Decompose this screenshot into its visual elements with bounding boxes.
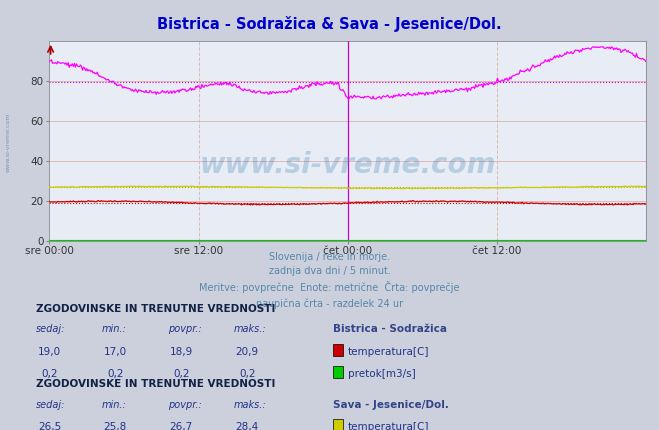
Text: temperatura[C]: temperatura[C] bbox=[348, 422, 430, 430]
Text: min.:: min.: bbox=[102, 324, 127, 335]
Text: 18,9: 18,9 bbox=[169, 347, 193, 357]
Text: 0,2: 0,2 bbox=[239, 369, 256, 379]
Text: 25,8: 25,8 bbox=[103, 422, 127, 430]
Text: 28,4: 28,4 bbox=[235, 422, 259, 430]
Text: temperatura[C]: temperatura[C] bbox=[348, 347, 430, 357]
Text: Bistrica - Sodražica & Sava - Jesenice/Dol.: Bistrica - Sodražica & Sava - Jesenice/D… bbox=[158, 15, 501, 32]
Text: Bistrica - Sodražica: Bistrica - Sodražica bbox=[333, 324, 447, 335]
Text: ZGODOVINSKE IN TRENUTNE VREDNOSTI: ZGODOVINSKE IN TRENUTNE VREDNOSTI bbox=[36, 379, 275, 389]
Text: sedaj:: sedaj: bbox=[36, 399, 66, 410]
Text: 26,7: 26,7 bbox=[169, 422, 193, 430]
Text: 26,5: 26,5 bbox=[38, 422, 61, 430]
Text: 19,0: 19,0 bbox=[38, 347, 61, 357]
Text: min.:: min.: bbox=[102, 399, 127, 410]
Text: ZGODOVINSKE IN TRENUTNE VREDNOSTI: ZGODOVINSKE IN TRENUTNE VREDNOSTI bbox=[36, 304, 275, 314]
Text: www.si-vreme.com: www.si-vreme.com bbox=[5, 112, 11, 172]
Text: 0,2: 0,2 bbox=[107, 369, 124, 379]
Text: 0,2: 0,2 bbox=[41, 369, 58, 379]
Text: 0,2: 0,2 bbox=[173, 369, 190, 379]
Text: maks.:: maks.: bbox=[234, 399, 267, 410]
Text: 17,0: 17,0 bbox=[103, 347, 127, 357]
Text: Slovenija / reke in morje.
zadnja dva dni / 5 minut.
Meritve: povprečne  Enote: : Slovenija / reke in morje. zadnja dva dn… bbox=[199, 252, 460, 309]
Text: Sava - Jesenice/Dol.: Sava - Jesenice/Dol. bbox=[333, 399, 449, 410]
Text: 20,9: 20,9 bbox=[235, 347, 259, 357]
Text: pretok[m3/s]: pretok[m3/s] bbox=[348, 369, 416, 379]
Text: povpr.:: povpr.: bbox=[168, 324, 202, 335]
Text: sedaj:: sedaj: bbox=[36, 324, 66, 335]
Text: www.si-vreme.com: www.si-vreme.com bbox=[200, 151, 496, 179]
Text: maks.:: maks.: bbox=[234, 324, 267, 335]
Text: povpr.:: povpr.: bbox=[168, 399, 202, 410]
